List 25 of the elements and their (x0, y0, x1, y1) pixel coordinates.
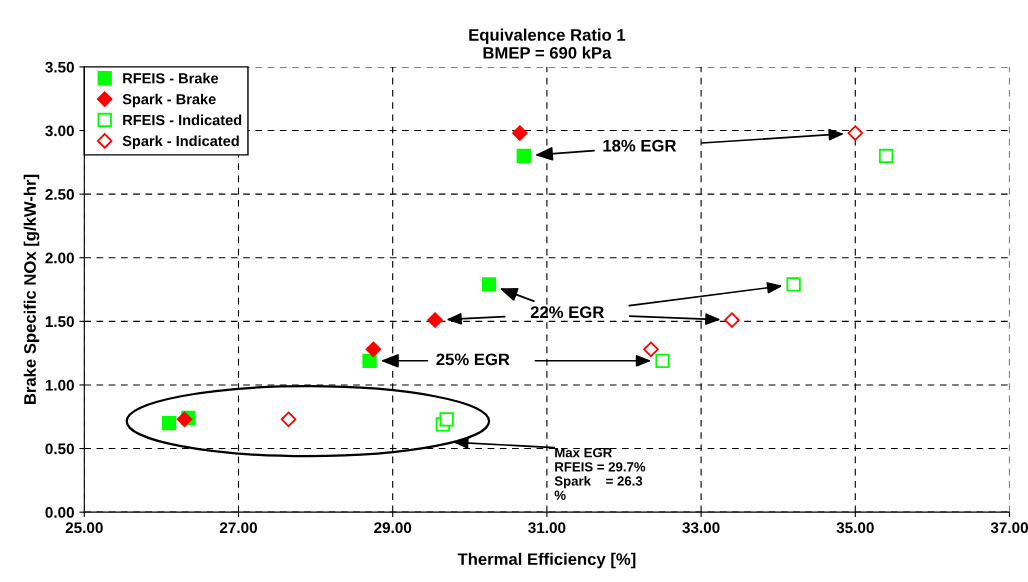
legend-label: RFEIS - Brake (123, 72, 219, 84)
x-tick-label: 35.00 (836, 522, 874, 534)
x-tick-label: 33.00 (682, 522, 720, 534)
y-axis-title: Brake Specific NOx [g/kW-hr] (23, 174, 40, 405)
annotation: 22% EGR (530, 306, 604, 319)
y-tick-label: 1.50 (45, 316, 74, 328)
x-tick-label: 27.00 (219, 522, 257, 534)
x-tick-label: 37.00 (990, 522, 1028, 534)
x-tick-label: 29.00 (374, 522, 412, 534)
y-tick-label: 0.50 (45, 443, 74, 455)
legend-label: RFEIS - Indicated (123, 114, 242, 126)
annotation: 18% EGR (603, 139, 677, 152)
chart-title: Equivalence Ratio 1 BMEP = 690 kPa (469, 28, 626, 59)
y-tick-label: 1.00 (45, 379, 74, 391)
legend-label: Spark - Indicated (122, 135, 239, 150)
y-tick-label: 2.50 (45, 189, 74, 200)
x-axis-title: Thermal Efficiency [%] (457, 552, 636, 569)
y-tick-label: 3.50 (45, 61, 74, 73)
y-tick-label: 2.00 (45, 252, 74, 264)
x-tick-label: 25.00 (65, 522, 103, 534)
y-tick-label: 0.00 (45, 507, 74, 518)
annotation: 25% EGR (436, 353, 510, 366)
x-tick-label: 31.00 (528, 522, 566, 534)
legend-label: Spark - Brake (122, 93, 216, 108)
y-tick-label: 3.00 (45, 125, 74, 137)
